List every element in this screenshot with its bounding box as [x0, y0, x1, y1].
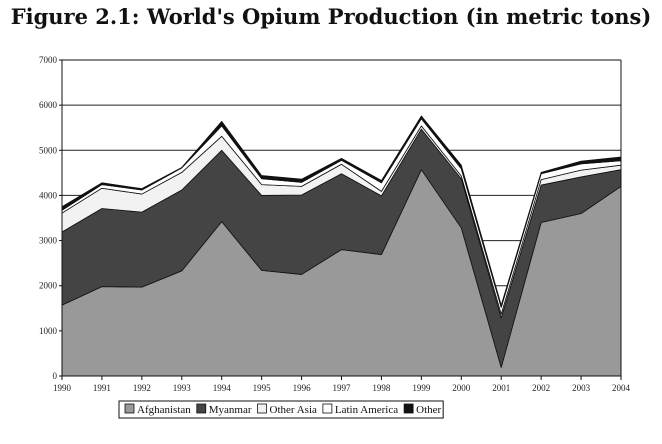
legend: Afghanistan Myanmar Other Asia Latin Americ… [118, 400, 444, 419]
x-tick-label: 1990 [53, 383, 72, 393]
legend-swatch-afghanistan [124, 403, 135, 414]
legend-swatch-other-asia [257, 403, 267, 414]
x-tick-label: 1994 [213, 383, 232, 393]
x-axis-ticks: 1990 1991 1992 1993 1994 1995 1996 1997 1998 1999… [53, 376, 631, 393]
x-tick-label: 2004 [612, 383, 631, 393]
y-tick-label: 3000 [39, 236, 58, 246]
stacked-areas [61, 115, 622, 377]
x-tick-label: 1995 [253, 383, 272, 393]
x-tick-label: 1993 [173, 383, 192, 393]
x-tick-label: 1997 [333, 383, 352, 393]
x-tick-label: 2002 [532, 383, 550, 393]
x-tick-label: 1992 [133, 383, 151, 393]
axes [61, 59, 622, 377]
chart-title: Figure 2.1: World's Opium Production (in… [10, 4, 652, 29]
y-axis-ticks: 0 1000 2000 3000 4000 5000 6000 7000 [39, 55, 62, 381]
y-tick-label: 7000 [39, 55, 58, 65]
x-tick-label: 2001 [492, 383, 510, 393]
y-tick-label: 5000 [39, 145, 58, 155]
x-tick-label: 1991 [93, 383, 111, 393]
x-tick-label: 2000 [452, 383, 471, 393]
x-tick-label: 2003 [572, 383, 591, 393]
legend-label-other: Other [416, 404, 441, 416]
y-tick-label: 4000 [39, 190, 58, 200]
x-tick-label: 1998 [372, 383, 391, 393]
y-tick-label: 0 [53, 371, 58, 381]
legend-label-other-asia: Other Asia [270, 404, 317, 416]
legend-swatch-other [403, 403, 414, 414]
y-tick-label: 1000 [39, 326, 58, 336]
legend-label-afghanistan: Afghanistan [137, 404, 191, 416]
legend-label-latin-america: Latin America [335, 404, 398, 416]
x-tick-label: 1996 [293, 383, 312, 393]
x-tick-label: 1999 [412, 383, 431, 393]
y-tick-label: 2000 [39, 281, 58, 291]
legend-swatch-latin-america [322, 403, 333, 414]
legend-label-myanmar: Myanmar [209, 404, 252, 416]
y-tick-label: 6000 [39, 100, 58, 110]
legend-swatch-myanmar [196, 403, 207, 414]
